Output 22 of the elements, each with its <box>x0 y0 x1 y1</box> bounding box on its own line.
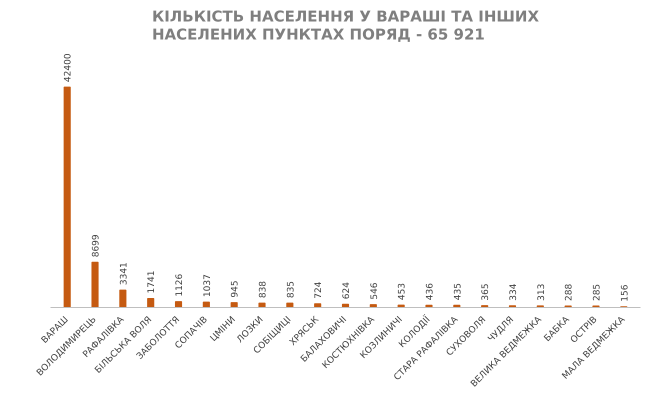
data-label: 435 <box>453 283 464 300</box>
data-label: 313 <box>536 284 547 301</box>
data-label: 156 <box>620 284 630 302</box>
data-label: 453 <box>398 282 408 300</box>
data-label: 835 <box>286 280 296 298</box>
data-label: 1037 <box>202 274 213 298</box>
data-label: 3341 <box>119 262 130 286</box>
data-label: 838 <box>258 280 269 298</box>
data-label: 288 <box>564 284 575 302</box>
data-label: 945 <box>230 280 241 298</box>
data-label: 365 <box>481 283 492 301</box>
data-label: 42400 <box>64 53 74 82</box>
data-label: 334 <box>508 283 519 301</box>
data-label: 1741 <box>147 270 158 294</box>
data-label: 546 <box>370 282 380 300</box>
data-label: 1126 <box>175 273 186 297</box>
data-label: 724 <box>314 281 324 299</box>
data-label: 436 <box>425 282 436 300</box>
chart-title: КІЛЬКІСТЬ НАСЕЛЕННЯ У ВАРАШІ ТА ІНШИХ НАСЕЛЕНИХ ПУНКТАХ ПОРЯД - 65 921 <box>152 8 540 44</box>
data-label: 624 <box>342 282 352 300</box>
data-label: 285 <box>592 284 602 302</box>
data-label: 8699 <box>92 234 102 258</box>
